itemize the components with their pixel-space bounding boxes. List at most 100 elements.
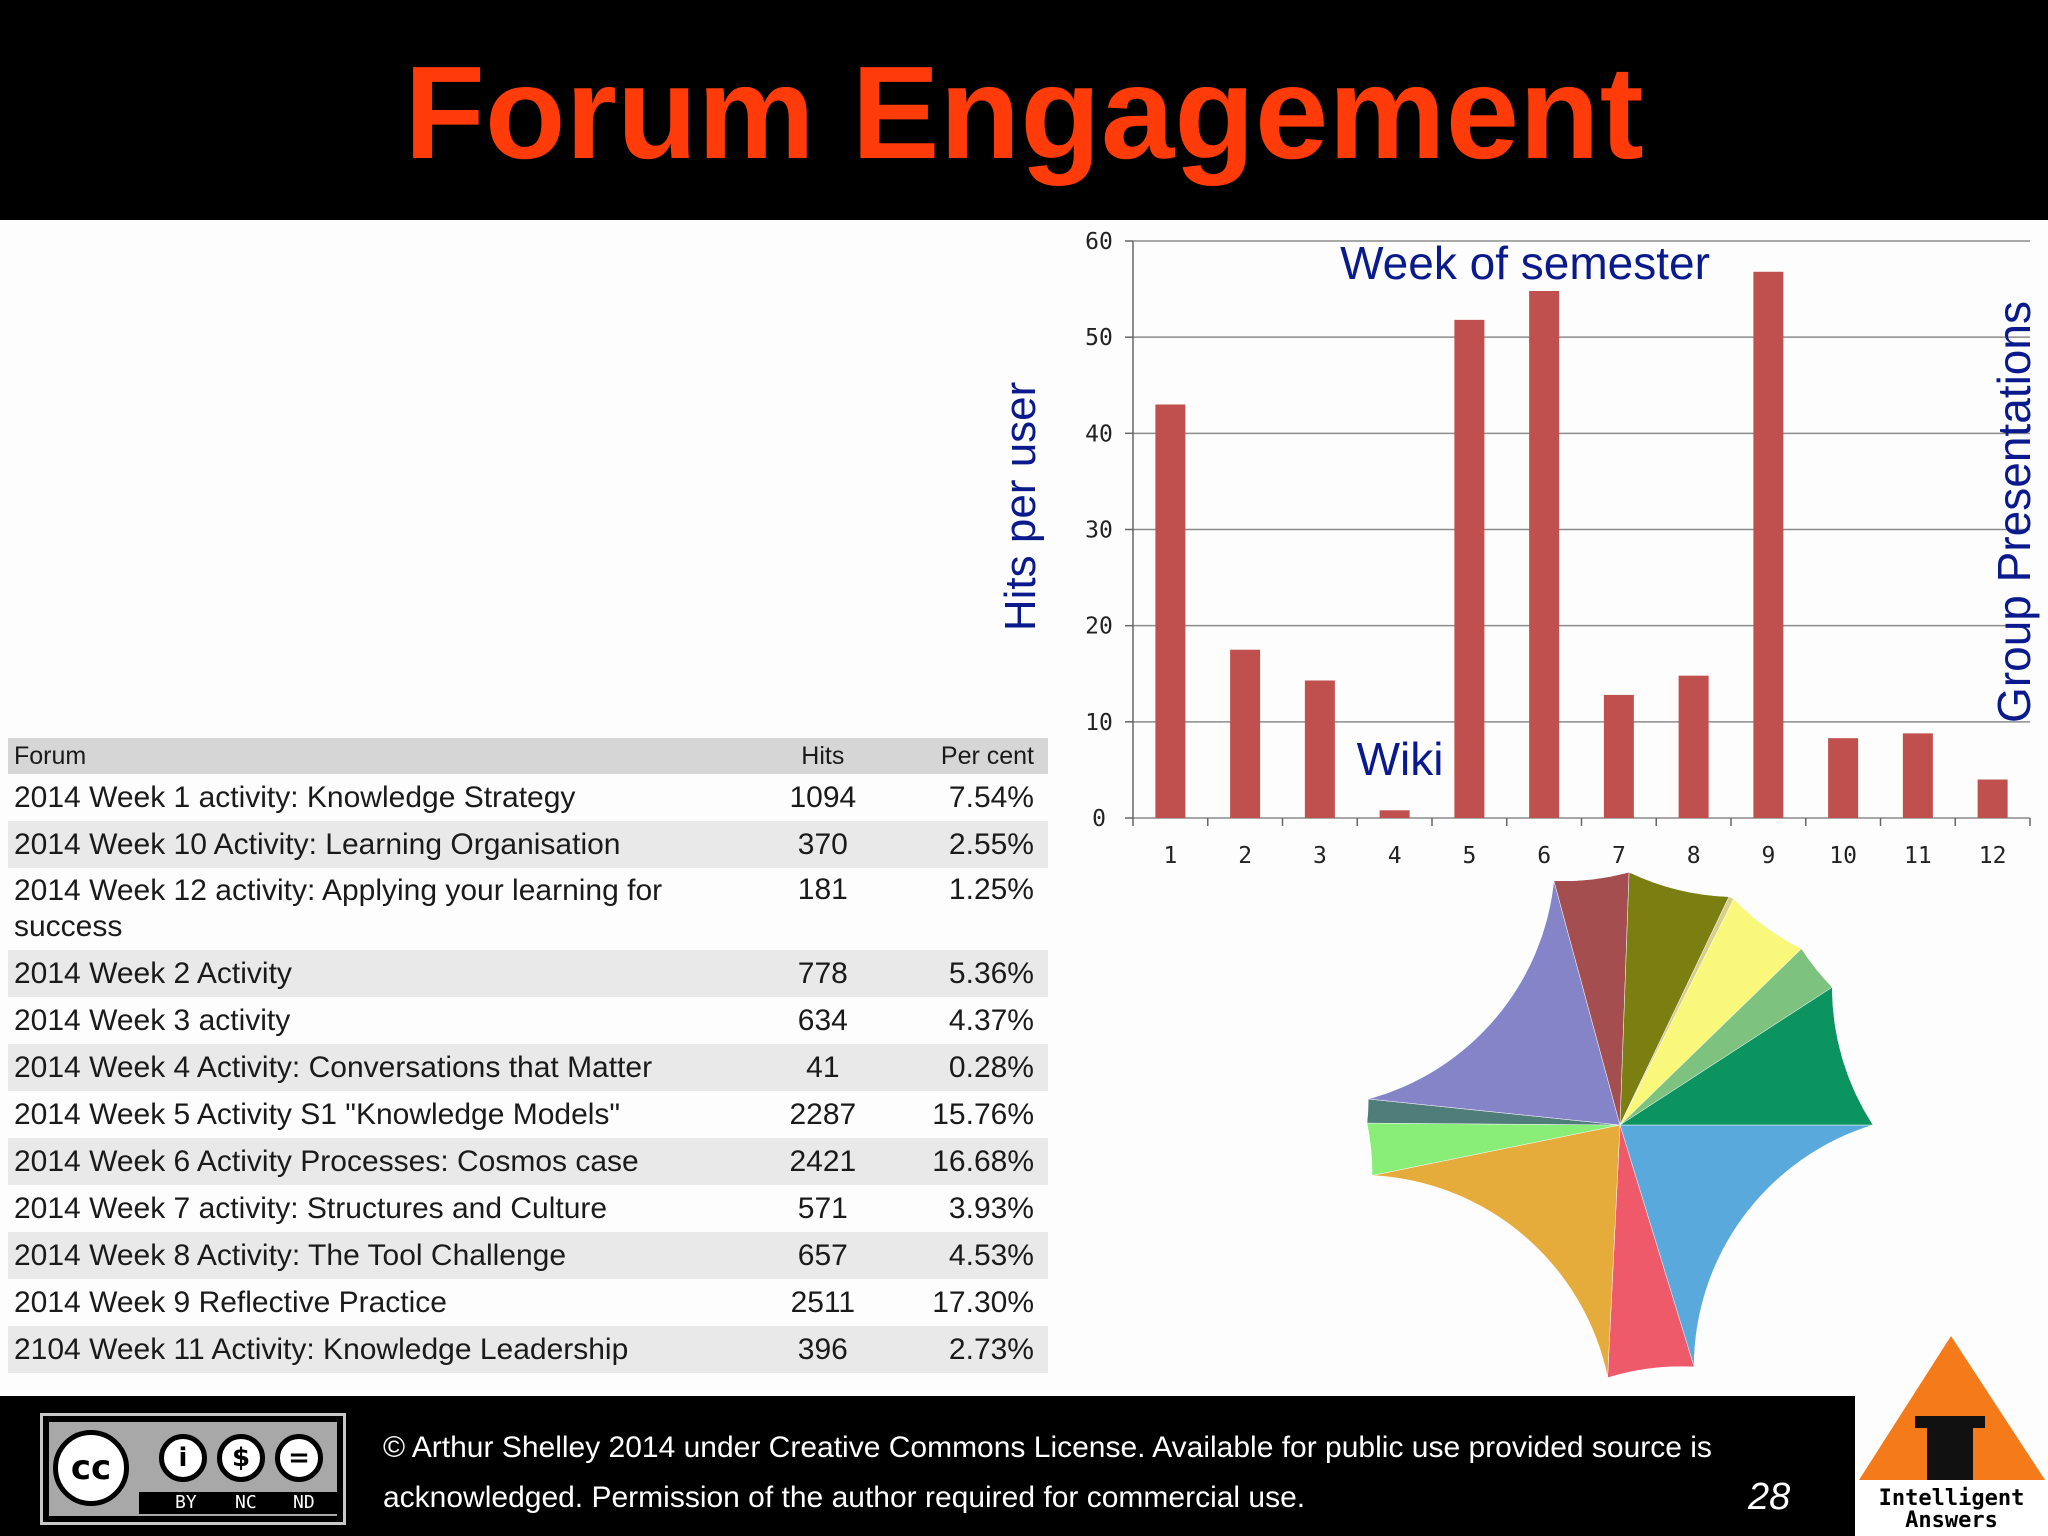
percent-cell: 1.25% — [948, 873, 1034, 906]
forum-cell: 2014 Week 10 Activity: Learning Organisa… — [8, 821, 746, 868]
forum-cell: 2014 Week 8 Activity: The Tool Challenge — [8, 1232, 746, 1279]
slide-title: Forum Engagement — [404, 39, 1644, 186]
hits-cell: 571 — [797, 1191, 848, 1225]
hits-cell: 634 — [797, 1003, 848, 1037]
percent-cell: 2.55% — [900, 821, 1048, 868]
cc-label-by: BY — [175, 1492, 197, 1513]
hits-cell: 2511 — [790, 1285, 856, 1319]
percent-cell: 4.37% — [948, 1003, 1034, 1037]
logo-triangle — [1859, 1336, 2045, 1480]
table-row: 2014 Week 2 Activity 778 5.36% — [8, 950, 1048, 997]
hits-cell: 2421 — [745, 1138, 901, 1185]
bar — [1230, 649, 1261, 818]
table-row: 2014 Week 6 Activity Processes: Cosmos c… — [8, 1138, 1048, 1185]
hits-cell: 396 — [745, 1326, 901, 1373]
table-row: 2014 Week 7 activity: Structures and Cul… — [8, 1185, 1048, 1232]
forum-cell: 2014 Week 6 Activity Processes: Cosmos c… — [8, 1138, 746, 1185]
logo-lintel — [1915, 1416, 1985, 1428]
table-row: 2014 Week 4 Activity: Conversations that… — [8, 1044, 1048, 1091]
x-tick-label: 10 — [1829, 843, 1857, 869]
table-row: 2014 Week 10 Activity: Learning Organisa… — [8, 821, 1048, 868]
noncommercial-icon: $ — [217, 1434, 265, 1482]
y-tick-label: 50 — [1085, 325, 1113, 351]
header-hits: Hits — [745, 738, 901, 774]
y-tick-label: 30 — [1085, 518, 1113, 544]
x-tick-label: 5 — [1462, 843, 1476, 869]
logo-line-2: Answers — [1905, 1508, 1998, 1533]
hits-cell: 41 — [745, 1044, 901, 1091]
bar — [1828, 738, 1859, 818]
hits-cell: 370 — [745, 821, 901, 868]
table-row: 2014 Week 8 Activity: The Tool Challenge… — [8, 1232, 1048, 1279]
copyright-line-1: © Arthur Shelley 2014 under Creative Com… — [383, 1431, 1712, 1464]
hits-cell: 657 — [745, 1232, 901, 1279]
forum-cell: 2014 Week 4 Activity: Conversations that… — [8, 1044, 746, 1091]
percent-cell: 7.54% — [948, 780, 1034, 814]
bar — [1902, 733, 1933, 818]
forum-cell: 2104 Week 11 Activity: Knowledge Leaders… — [8, 1326, 746, 1373]
title-bar: Forum Engagement — [0, 0, 2048, 220]
forum-cell: 2014 Week 7 activity: Structures and Cul… — [14, 1191, 608, 1225]
copyright-notice: © Arthur Shelley 2014 under Creative Com… — [383, 1423, 1843, 1523]
annotation-week-of-semester: Week of semester — [1340, 237, 1710, 289]
annotation-wiki: Wiki — [1357, 733, 1444, 785]
percent-cell: 3.93% — [948, 1191, 1034, 1225]
table-row: 2104 Week 11 Activity: Knowledge Leaders… — [8, 1326, 1048, 1373]
bar — [1379, 810, 1410, 818]
y-tick-label: 20 — [1085, 614, 1113, 640]
bar — [1977, 779, 2008, 818]
logo-door — [1927, 1426, 1973, 1484]
annotation-group-presentations: Group Presentations — [1988, 301, 2040, 723]
bar — [1304, 680, 1335, 818]
hits-cell: 778 — [745, 950, 901, 997]
bar — [1454, 319, 1485, 818]
bar — [1678, 675, 1709, 818]
table-row: 2014 Week 3 activity 634 4.37% — [8, 997, 1048, 1044]
percent-cell: 16.68% — [900, 1138, 1048, 1185]
cc-label-nd: ND — [293, 1492, 315, 1513]
noderivatives-icon: = — [275, 1434, 323, 1482]
forum-cell: 2014 Week 1 activity: Knowledge Strategy — [14, 780, 576, 814]
bar — [1529, 291, 1560, 818]
table-row: 2014 Week 9 Reflective Practice 2511 17.… — [8, 1279, 1048, 1326]
table-row: 2014 Week 5 Activity S1 "Knowledge Model… — [8, 1091, 1048, 1138]
forum-cell: 2014 Week 5 Activity S1 "Knowledge Model… — [14, 1097, 621, 1131]
percent-cell: 15.76% — [932, 1097, 1034, 1131]
x-tick-label: 9 — [1761, 843, 1775, 869]
bar — [1603, 694, 1634, 818]
cc-badge-body: cc i $ = BY NC ND — [49, 1422, 337, 1516]
logo-plate — [1855, 1480, 2048, 1536]
x-tick-label: 2 — [1238, 843, 1252, 869]
forum-share-pie-chart — [1366, 871, 1874, 1379]
cc-license-badge: cc i $ = BY NC ND — [40, 1413, 346, 1525]
x-tick-label: 3 — [1313, 843, 1327, 869]
attribution-icon: i — [159, 1434, 207, 1482]
copyright-line-2: acknowledged. Permission of the author r… — [383, 1481, 1306, 1514]
bar — [1753, 271, 1784, 819]
hits-cell: 2287 — [789, 1097, 857, 1131]
logo-text: Intelligent Answers — [1855, 1488, 2048, 1532]
hits-cell: 1094 — [789, 780, 857, 814]
pie-slice — [1372, 1124, 1621, 1378]
y-tick-label: 60 — [1085, 229, 1113, 255]
x-tick-label: 11 — [1904, 843, 1932, 869]
y-tick-label: 0 — [1092, 806, 1106, 832]
bar — [1155, 404, 1186, 818]
y-axis-label: Hits per user — [996, 382, 1045, 631]
y-tick-label: 10 — [1085, 710, 1113, 736]
x-tick-label: 1 — [1163, 843, 1177, 869]
y-tick-label: 40 — [1085, 421, 1113, 447]
table-header-row: Forum Hits Per cent — [8, 738, 1048, 774]
forum-table: Forum Hits Per cent 2014 Week 1 activity… — [8, 738, 1048, 1373]
pie-slice — [1619, 1124, 1874, 1367]
percent-cell: 4.53% — [900, 1232, 1048, 1279]
percent-cell: 0.28% — [900, 1044, 1048, 1091]
cc-labels: BY NC ND — [139, 1492, 337, 1514]
table-row: 2014 Week 12 activity: Applying your lea… — [8, 868, 1048, 950]
x-tick-label: 8 — [1687, 843, 1701, 869]
x-tick-label: 4 — [1388, 843, 1402, 869]
header-forum: Forum — [8, 738, 746, 774]
header-percent: Per cent — [900, 738, 1048, 774]
x-tick-label: 6 — [1537, 843, 1551, 869]
